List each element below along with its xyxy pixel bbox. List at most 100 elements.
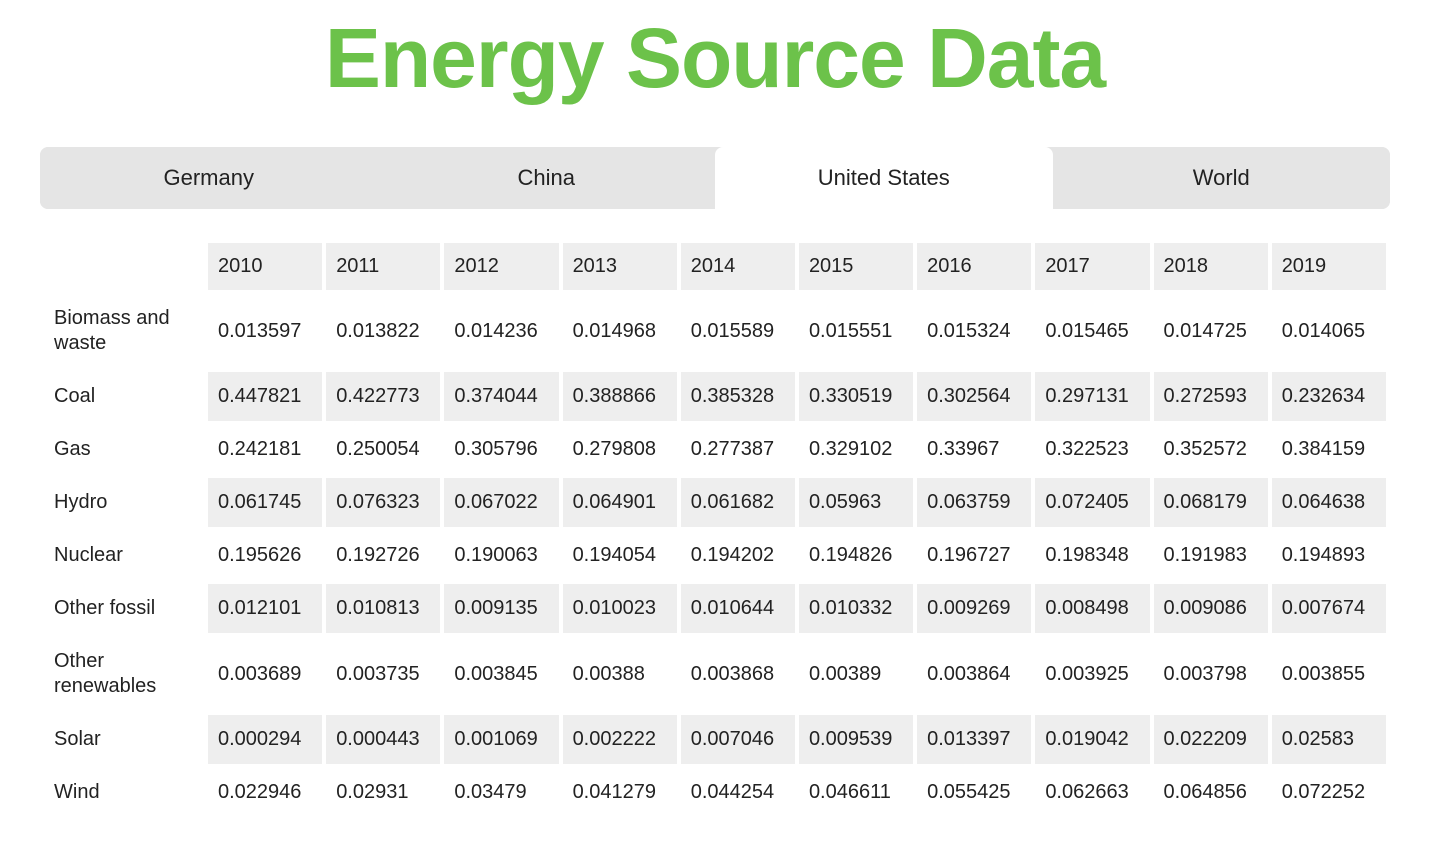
tab-label: Germany	[164, 165, 254, 190]
table-row: Coal0.4478210.4227730.3740440.3888660.38…	[44, 372, 1386, 421]
cell: 0.010813	[326, 584, 440, 633]
column-header: 2012	[444, 243, 558, 290]
table-row: Hydro0.0617450.0763230.0670220.0649010.0…	[44, 478, 1386, 527]
cell: 0.064638	[1272, 478, 1386, 527]
cell: 0.232634	[1272, 372, 1386, 421]
cell: 0.012101	[208, 584, 322, 633]
row-label: Gas	[44, 425, 204, 474]
cell: 0.302564	[917, 372, 1031, 421]
cell: 0.007674	[1272, 584, 1386, 633]
row-label: Nuclear	[44, 531, 204, 580]
cell: 0.003855	[1272, 637, 1386, 711]
cell: 0.015589	[681, 294, 795, 368]
cell: 0.007046	[681, 715, 795, 764]
cell: 0.00388	[563, 637, 677, 711]
cell: 0.063759	[917, 478, 1031, 527]
cell: 0.076323	[326, 478, 440, 527]
cell: 0.329102	[799, 425, 913, 474]
column-header: 2016	[917, 243, 1031, 290]
cell: 0.010332	[799, 584, 913, 633]
column-header: 2011	[326, 243, 440, 290]
cell: 0.008498	[1035, 584, 1149, 633]
cell: 0.322523	[1035, 425, 1149, 474]
cell: 0.195626	[208, 531, 322, 580]
column-header: 2010	[208, 243, 322, 290]
cell: 0.305796	[444, 425, 558, 474]
cell: 0.014065	[1272, 294, 1386, 368]
cell: 0.194826	[799, 531, 913, 580]
tab-label: World	[1193, 165, 1250, 190]
cell: 0.250054	[326, 425, 440, 474]
cell: 0.447821	[208, 372, 322, 421]
cell: 0.000443	[326, 715, 440, 764]
cell: 0.190063	[444, 531, 558, 580]
table-row: Biomass and waste0.0135970.0138220.01423…	[44, 294, 1386, 368]
cell: 0.384159	[1272, 425, 1386, 474]
cell: 0.003798	[1154, 637, 1268, 711]
table-row: Wind0.0229460.029310.034790.0412790.0442…	[44, 768, 1386, 817]
cell: 0.068179	[1154, 478, 1268, 527]
cell: 0.191983	[1154, 531, 1268, 580]
cell: 0.014968	[563, 294, 677, 368]
cell: 0.05963	[799, 478, 913, 527]
cell: 0.019042	[1035, 715, 1149, 764]
cell: 0.33967	[917, 425, 1031, 474]
cell: 0.015324	[917, 294, 1031, 368]
cell: 0.198348	[1035, 531, 1149, 580]
cell: 0.041279	[563, 768, 677, 817]
cell: 0.194054	[563, 531, 677, 580]
tab-united-states[interactable]: United States	[715, 147, 1053, 209]
cell: 0.003845	[444, 637, 558, 711]
cell: 0.003925	[1035, 637, 1149, 711]
table-row: Other fossil0.0121010.0108130.0091350.01…	[44, 584, 1386, 633]
energy-table: 2010201120122013201420152016201720182019…	[40, 239, 1390, 821]
cell: 0.385328	[681, 372, 795, 421]
cell: 0.02583	[1272, 715, 1386, 764]
column-header: 2014	[681, 243, 795, 290]
cell: 0.001069	[444, 715, 558, 764]
cell: 0.009086	[1154, 584, 1268, 633]
table-row: Other renewables0.0036890.0037350.003845…	[44, 637, 1386, 711]
cell: 0.009539	[799, 715, 913, 764]
tab-world[interactable]: World	[1053, 147, 1391, 209]
cell: 0.422773	[326, 372, 440, 421]
cell: 0.194202	[681, 531, 795, 580]
column-header: 2018	[1154, 243, 1268, 290]
tab-label: China	[518, 165, 575, 190]
tab-china[interactable]: China	[378, 147, 716, 209]
cell: 0.046611	[799, 768, 913, 817]
column-header: 2013	[563, 243, 677, 290]
cell: 0.272593	[1154, 372, 1268, 421]
cell: 0.010023	[563, 584, 677, 633]
cell: 0.003689	[208, 637, 322, 711]
cell: 0.194893	[1272, 531, 1386, 580]
table-row: Solar0.0002940.0004430.0010690.0022220.0…	[44, 715, 1386, 764]
cell: 0.002222	[563, 715, 677, 764]
cell: 0.00389	[799, 637, 913, 711]
row-label: Biomass and waste	[44, 294, 204, 368]
cell: 0.330519	[799, 372, 913, 421]
tab-germany[interactable]: Germany	[40, 147, 378, 209]
cell: 0.067022	[444, 478, 558, 527]
cell: 0.015465	[1035, 294, 1149, 368]
table-corner	[44, 243, 204, 290]
cell: 0.055425	[917, 768, 1031, 817]
row-label: Wind	[44, 768, 204, 817]
page: Energy Source Data GermanyChinaUnited St…	[0, 10, 1430, 861]
column-header: 2017	[1035, 243, 1149, 290]
column-header: 2015	[799, 243, 913, 290]
cell: 0.022209	[1154, 715, 1268, 764]
cell: 0.02931	[326, 768, 440, 817]
row-label: Other renewables	[44, 637, 204, 711]
cell: 0.009269	[917, 584, 1031, 633]
row-label: Hydro	[44, 478, 204, 527]
cell: 0.192726	[326, 531, 440, 580]
cell: 0.000294	[208, 715, 322, 764]
cell: 0.003735	[326, 637, 440, 711]
cell: 0.009135	[444, 584, 558, 633]
cell: 0.196727	[917, 531, 1031, 580]
cell: 0.003868	[681, 637, 795, 711]
cell: 0.013597	[208, 294, 322, 368]
cell: 0.062663	[1035, 768, 1149, 817]
cell: 0.064856	[1154, 768, 1268, 817]
